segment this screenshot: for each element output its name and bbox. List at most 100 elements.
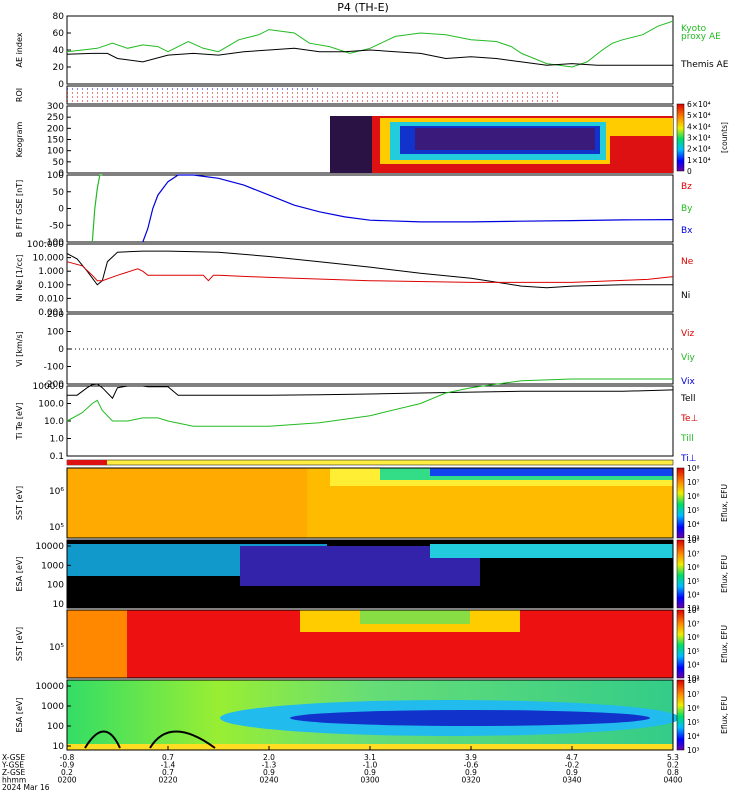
bfield-series-0 xyxy=(142,174,674,243)
sst-i-left xyxy=(67,468,307,538)
esa-e-colorbar-label: Eflux, EFU xyxy=(720,696,729,734)
xaxis-tick-label: 3.9 xyxy=(465,753,477,762)
keogram-ytick-label: 200 xyxy=(47,124,64,134)
sst-i-colorbar xyxy=(676,467,685,539)
xaxis-row-label: hhmm xyxy=(2,776,26,785)
xaxis-tick-label: 0.9 xyxy=(263,768,275,777)
sst-e-top-green xyxy=(360,610,470,624)
esa-i-colorbar-tick: 10⁷ xyxy=(687,550,700,559)
velocity-legend-1: Viy xyxy=(681,353,695,363)
keogram-ytick-label: 300 xyxy=(47,102,64,112)
xaxis-tick-label: 0240 xyxy=(259,776,278,785)
temperature-series-0 xyxy=(67,383,674,400)
sst-i-colorbar-tick: 10⁷ xyxy=(687,478,700,487)
bfield-ytick-label: 100 xyxy=(47,171,64,181)
bfield-ytick-label: 50 xyxy=(53,188,65,198)
roi-ylabel: ROI xyxy=(15,88,24,102)
esa-i-colorbar-tick: 10⁴ xyxy=(687,590,700,599)
esa-i-right-band xyxy=(430,544,673,558)
ae-ytick-label: 40 xyxy=(53,46,65,56)
esa-e-colorbar xyxy=(676,679,685,751)
esa-e-ytick-label: 100 xyxy=(47,722,64,732)
sst-i-colorbar-tick: 10⁶ xyxy=(687,492,700,501)
esa-e-ylabel: ESA [eV] xyxy=(15,698,24,733)
bfield-frame xyxy=(66,174,674,243)
esa-e-potential-curve xyxy=(84,730,216,749)
density-ylabel: Ni Ne [1/cc] xyxy=(15,254,24,301)
bfield-ytick-label: 0 xyxy=(58,205,64,215)
esa-i-colorbar-tick: 10⁵ xyxy=(687,577,700,586)
density-ytick-label: 0.010 xyxy=(38,294,64,304)
temperature-ytick-label: 0.1 xyxy=(50,452,64,462)
sst-i-top-blue xyxy=(430,468,673,476)
sst-e-colorbar-tick: 10⁶ xyxy=(687,633,700,642)
figure-title: P4 (TH-E) xyxy=(337,1,389,14)
temperature-legend-2: Till xyxy=(680,434,694,444)
density-legend-ni: Ni xyxy=(681,291,690,301)
keogram-ylabel: Keogram xyxy=(15,121,24,157)
sst-i-colorbar-tick: 10⁵ xyxy=(687,506,700,515)
sst-e-colorbar-label: Eflux, EFU xyxy=(720,625,729,663)
velocity-frame xyxy=(66,313,674,385)
xaxis-tick-label: 0.2 xyxy=(61,768,73,777)
keogram-ytick-label: 50 xyxy=(53,158,65,168)
esa-e-colorbar-tick: 10⁸ xyxy=(687,676,700,685)
keogram-ytick-label: 0 xyxy=(58,169,64,179)
velocity-ytick-label: 200 xyxy=(47,310,64,320)
sst-i-colorbar-label: Eflux, EFU xyxy=(720,484,729,522)
xaxis-tick-label: -1.4 xyxy=(161,761,176,770)
sst-i-ytick: 10⁵ xyxy=(49,523,64,533)
esa-e-blue-core xyxy=(290,710,650,726)
ae-ytick-label: 0 xyxy=(58,80,64,90)
velocity-legend-0: Viz xyxy=(681,329,694,339)
esa-e-colorbar-tick: 10⁷ xyxy=(687,690,700,699)
temperature-ytick-label: 10.0 xyxy=(44,417,64,427)
xaxis-tick-label: 0220 xyxy=(158,776,177,785)
keogram-colorbar-tick: 6×10⁴ xyxy=(687,100,711,109)
esa-i-ytick-label: 10 xyxy=(53,600,65,610)
esa-i-ytick-label: 1000 xyxy=(41,561,64,571)
roi-frame xyxy=(66,85,674,105)
xaxis-tick-label: 3.1 xyxy=(364,753,376,762)
velocity-ytick-label: 0 xyxy=(58,345,64,355)
temperature-ytick-label: 100.0 xyxy=(38,400,64,410)
sst-e-ylabel: SST [eV] xyxy=(15,627,24,661)
bfield-ytick-label: -50 xyxy=(49,221,64,231)
xaxis-tick-label: 4.7 xyxy=(566,753,578,762)
bfield-legend-2: Bx xyxy=(681,226,693,236)
ae-series-0 xyxy=(66,20,674,68)
density-series-1 xyxy=(66,261,674,283)
keogram-colorbar-tick: 3×10⁴ xyxy=(687,134,711,143)
keogram-colorbar-tick: 5×10⁴ xyxy=(687,111,711,120)
temperature-ytick-label: 1.0 xyxy=(50,435,65,445)
xaxis-tick-label: -0.8 xyxy=(60,753,75,762)
keogram-colorbar-tick: 4×10⁴ xyxy=(687,122,711,131)
sst-e-colorbar-tick: 10⁷ xyxy=(687,620,700,629)
keogram-band-right xyxy=(610,118,673,136)
density-legend-ne: Ne xyxy=(681,257,694,267)
xaxis-tick-label: -0.2 xyxy=(565,761,580,770)
density-ytick-label: 100.000 xyxy=(27,240,64,250)
esa-i-colorbar-tick: 10³ xyxy=(687,604,700,613)
sst-i-ytick: 10⁶ xyxy=(49,487,64,497)
xaxis-tick-label: 0200 xyxy=(57,776,76,785)
bfield-legend-0: Bz xyxy=(681,182,692,192)
esa-e-colorbar-tick: 10⁵ xyxy=(687,718,700,727)
velocity-ytick-label: -200 xyxy=(44,380,65,390)
esa-i-colorbar-label: Eflux, EFU xyxy=(720,555,729,593)
bfield-ytick-label: -100 xyxy=(44,238,65,248)
bfield-ylabel: B FIT GSE [nT] xyxy=(15,180,24,238)
xaxis-tick-label: 0.2 xyxy=(667,761,679,770)
sst-i-frame xyxy=(66,467,674,539)
keogram-colorbar-label: [counts] xyxy=(720,122,729,153)
flag-bar-red xyxy=(67,460,107,465)
velocity-legend-2: Vix xyxy=(681,377,695,387)
xaxis-tick-label: -1.3 xyxy=(262,761,277,770)
xaxis-row-label: Y-GSE xyxy=(1,761,24,770)
keogram-colorbar-tick: 0 xyxy=(687,167,692,176)
esa-e-colorbar-tick: 10⁶ xyxy=(687,704,700,713)
xaxis-tick-label: 0.9 xyxy=(465,768,477,777)
density-ytick-label: 0.001 xyxy=(38,308,64,318)
velocity-ytick-label: 100 xyxy=(47,328,64,338)
